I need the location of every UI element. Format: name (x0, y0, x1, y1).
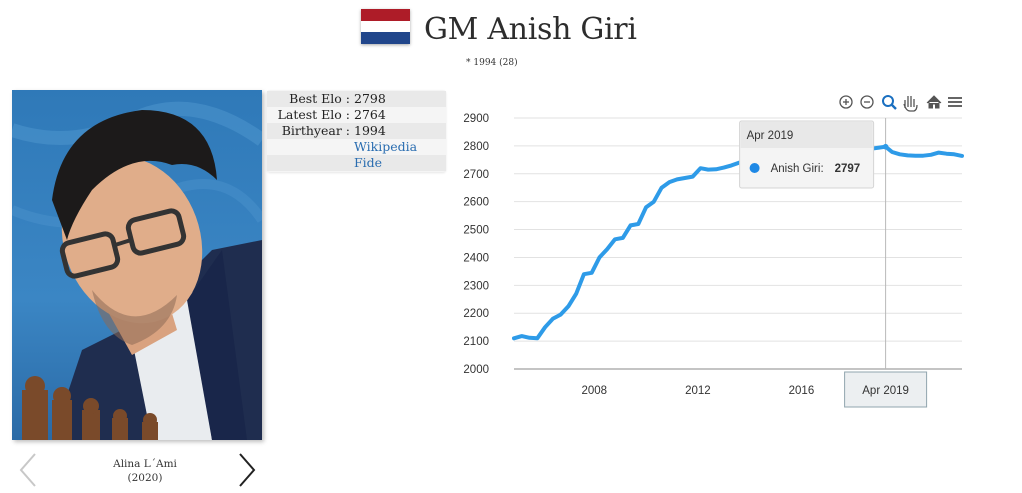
series-anish-giri (512, 144, 964, 341)
tooltip-series-name: Anish Giri: (771, 163, 824, 175)
series-line (512, 144, 964, 341)
y-tick-label: 2300 (463, 280, 489, 292)
photo-credit-year: (2020) (127, 472, 163, 484)
chart-toolbar (839, 95, 962, 112)
y-axis-ticks: 2900 2800 2700 2600 2500 2400 2300 2200 2100 2000 (463, 113, 489, 376)
y-tick-label: 2600 (463, 197, 489, 209)
info-row-best-elo: Best Elo : 2798 (267, 91, 446, 107)
hover-point-marker (882, 143, 889, 150)
flag-stripe-white (361, 20, 410, 33)
photo-credit-name: Alina L´Ami (113, 458, 177, 470)
menu-icon[interactable] (948, 97, 962, 107)
x-tick-label: 2008 (581, 385, 607, 397)
info-row-wikipedia: Wikipedia (267, 139, 446, 155)
tooltip-header (740, 122, 873, 148)
info-row-birthyear: Birthyear : 1994 (267, 123, 446, 139)
x-tick-label: 2012 (685, 385, 711, 397)
zoom-in-icon[interactable] (839, 95, 853, 109)
y-tick-label: 2900 (463, 113, 489, 125)
flag-stripe-red (361, 9, 410, 21)
birthyear-label: Birthyear : (281, 123, 350, 138)
y-tick-label: 2400 (463, 252, 489, 264)
home-icon[interactable] (926, 95, 942, 109)
pan-hand-icon[interactable] (903, 96, 918, 112)
chart-tooltip: Apr 2019 Anish Giri: 2797 (739, 120, 875, 189)
tooltip-series-dot (749, 163, 760, 173)
elo-rating-chart[interactable]: 2900 2800 2700 2600 2500 2400 2300 2200 2100 2000… (460, 88, 1020, 413)
y-tick-label: 2700 (463, 169, 489, 181)
y-tick-label: 2100 (463, 336, 489, 348)
y-tick-label: 2200 (463, 308, 489, 320)
crosshair-x-label: Apr 2019 (844, 371, 928, 408)
zoom-out-icon[interactable] (860, 95, 874, 109)
prev-photo-arrow-icon[interactable] (17, 452, 41, 488)
y-tick-label: 2500 (463, 225, 489, 237)
crosshair-label-box (844, 371, 928, 408)
flag-stripe-blue (361, 32, 410, 44)
best-elo-value: 2798 (354, 91, 386, 106)
y-tick-label: 2800 (463, 141, 489, 153)
y-tick-label: 2000 (463, 364, 489, 376)
page-title: GM Anish Giri (424, 12, 637, 47)
crosshair-label-text: Apr 2019 (862, 385, 909, 397)
latest-elo-label: Latest Elo : (277, 107, 350, 122)
netherlands-flag (361, 9, 410, 44)
tooltip-value: 2797 (835, 163, 861, 175)
best-elo-label: Best Elo : (289, 91, 350, 106)
next-photo-arrow-icon[interactable] (236, 452, 260, 488)
birthyear-value: 1994 (354, 123, 386, 138)
player-info-table: Best Elo : 2798 Latest Elo : 2764 Birthy… (267, 90, 446, 172)
player-photo (12, 90, 262, 440)
chart-grid (514, 117, 962, 342)
wikipedia-link[interactable]: Wikipedia (354, 139, 418, 154)
zoom-selection-icon[interactable] (882, 95, 897, 110)
fide-link[interactable]: Fide (354, 155, 383, 170)
info-row-latest-elo: Latest Elo : 2764 (267, 107, 446, 123)
x-tick-label: 2016 (789, 385, 815, 397)
info-row-fide: Fide (267, 155, 446, 171)
latest-elo-value: 2764 (354, 107, 386, 122)
tooltip-date: Apr 2019 (747, 130, 794, 142)
birth-note: * 1994 (28) (466, 58, 518, 68)
photo-credit: Alina L´Ami (2020) (100, 457, 190, 485)
